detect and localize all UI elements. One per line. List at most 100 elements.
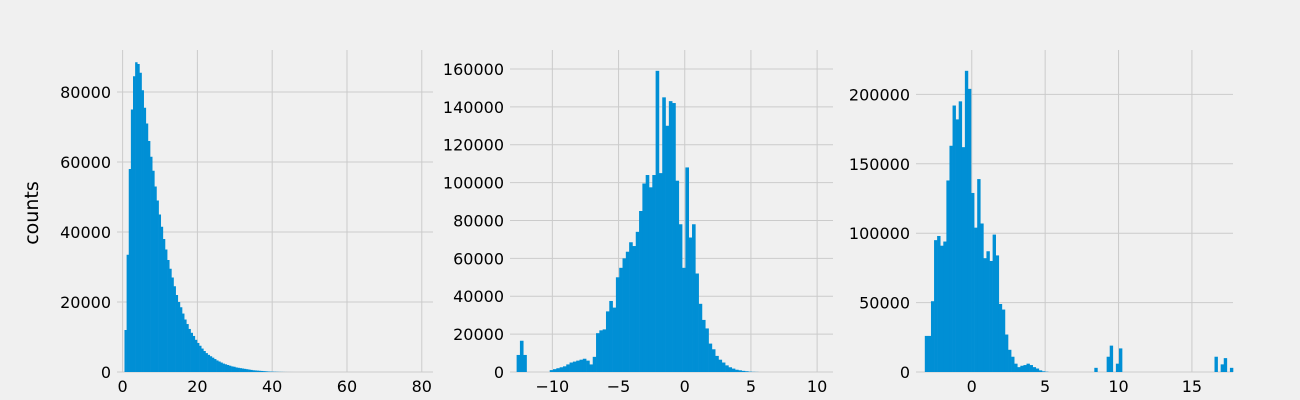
histogram-bar	[930, 301, 935, 372]
histogram-bar	[632, 246, 637, 372]
histogram-bar	[927, 335, 932, 372]
y-tick-label: 0	[101, 363, 111, 382]
histogram-bar	[224, 364, 228, 372]
histogram-bar	[946, 180, 950, 372]
histogram-bar	[162, 239, 166, 372]
histogram-bar	[645, 175, 650, 372]
histogram-bar	[158, 214, 162, 372]
histogram-bar	[635, 231, 640, 372]
histogram-bar	[735, 369, 739, 372]
histogram-bar	[519, 340, 524, 372]
histogram-bar	[738, 370, 742, 372]
histogram-bar	[256, 370, 260, 372]
y-tick-label: 40000	[453, 287, 504, 306]
y-tick-label: 20000	[453, 325, 504, 344]
histogram-bar	[263, 371, 266, 372]
histogram-bar	[205, 353, 208, 372]
y-tick-label: 100000	[443, 174, 504, 193]
histogram-bar	[971, 192, 975, 372]
histogram-bar	[156, 200, 159, 372]
histogram-bar	[265, 371, 268, 372]
histogram-bar	[559, 367, 564, 372]
histogram-bar	[692, 224, 696, 372]
histogram-bar	[698, 303, 703, 372]
histogram-bar	[154, 186, 157, 372]
histogram-panel-1: 0 20000 40000 60000 80000 0 20 40 60 80 counts	[21, 50, 433, 396]
x-tick-label: 0	[680, 377, 690, 396]
histogram-bar	[239, 368, 243, 372]
histogram-bar	[192, 335, 196, 372]
histogram-bar	[207, 354, 211, 372]
histogram-bar	[744, 371, 749, 372]
histogram-bar	[943, 241, 947, 372]
y-tick-label: 60000	[453, 249, 504, 268]
histogram-bar	[194, 339, 198, 372]
histogram-bar	[655, 70, 660, 372]
histogram-bar	[556, 368, 560, 372]
y-tick-label: 0	[900, 363, 910, 382]
histogram-bar	[130, 109, 134, 372]
histogram-bar	[1026, 363, 1030, 372]
histogram-bar	[728, 367, 733, 372]
x-tick-label: 5	[746, 377, 756, 396]
histogram-bar	[980, 223, 984, 372]
histogram-bar	[995, 255, 1000, 372]
histogram-bar	[1032, 367, 1037, 372]
histogram-bar	[586, 360, 590, 372]
histogram-bar	[179, 307, 183, 372]
histogram-bar	[1118, 348, 1123, 372]
histogram-bar	[1106, 356, 1111, 372]
histogram-bar	[983, 258, 987, 372]
x-tick-label: 15	[1182, 377, 1202, 396]
histogram-bar	[126, 254, 130, 372]
histogram-bar	[622, 258, 627, 372]
y-tick-label: 140000	[443, 98, 504, 117]
x-tick-label: −5	[607, 377, 631, 396]
y-tick-label: 100000	[849, 224, 910, 243]
histogram-bar	[652, 175, 656, 372]
histogram-bar	[579, 359, 584, 372]
histogram-bar	[254, 370, 257, 372]
histogram-bar	[201, 348, 204, 372]
histogram-bar	[553, 369, 557, 372]
histogram-bar	[1041, 371, 1046, 372]
histogram-bar	[934, 240, 938, 372]
histogram-bar	[186, 324, 189, 372]
histogram-bar	[615, 277, 620, 372]
histogram-bar	[214, 359, 217, 372]
histogram-bar	[705, 328, 709, 372]
histogram-bar	[685, 167, 690, 372]
histogram-bar	[139, 72, 142, 372]
histogram-bar	[662, 97, 666, 373]
histogram-bar	[952, 105, 956, 372]
histogram-bar	[589, 364, 594, 372]
histogram-bar	[235, 367, 238, 372]
histogram-bar	[665, 125, 670, 372]
y-tick-label: 80000	[60, 83, 111, 102]
histogram-bar	[245, 369, 249, 372]
histogram-bar	[678, 224, 683, 372]
histogram-bar	[682, 267, 686, 372]
histogram-bar	[164, 249, 168, 372]
histogram-bar	[190, 332, 193, 372]
histogram-bar	[599, 330, 603, 372]
histogram-bar	[222, 363, 225, 372]
histogram-bar	[1011, 356, 1015, 372]
x-tick-label: 10	[807, 377, 827, 396]
histogram-bar	[145, 123, 149, 372]
histogram-bar	[241, 368, 245, 372]
y-tick-label: 20000	[60, 293, 111, 312]
histogram-bar	[228, 365, 232, 372]
histogram-bar	[718, 359, 723, 372]
x-tick-label: 80	[412, 377, 432, 396]
x-tick-label: 0	[967, 377, 977, 396]
histogram-bar	[658, 173, 663, 372]
histogram-bar	[605, 311, 610, 372]
histogram-bar	[596, 333, 600, 372]
histogram-bar	[955, 119, 960, 373]
histogram-bar	[216, 360, 219, 372]
histogram-panel-2: 0 20000 40000 60000 80000 100000 120000 140000 1…	[443, 50, 833, 396]
histogram-bar	[258, 370, 262, 372]
histogram-bar	[169, 268, 172, 372]
y-tick-label: 160000	[443, 60, 504, 79]
